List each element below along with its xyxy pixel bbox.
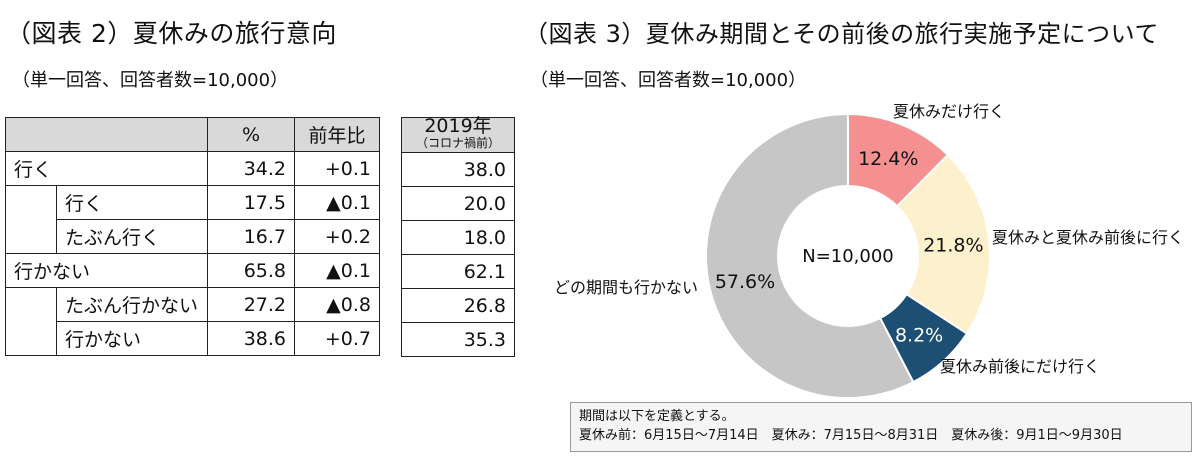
header-yoy: 前年比 <box>294 117 380 152</box>
table-header-row: % 前年比 <box>5 117 380 152</box>
left-title: （図表 2）夏休みの旅行意向 <box>6 19 337 48</box>
table-row: 18.0 <box>401 220 515 255</box>
indent-cell <box>5 321 57 356</box>
table-row: 行く 34.2 +0.1 <box>5 151 380 186</box>
slice-category-label: 夏休みだけ行く <box>893 102 1005 121</box>
row-label: 行かない <box>5 253 208 288</box>
right-subtitle: （単一回答、回答者数=10,000） <box>530 70 807 91</box>
header-percent: % <box>207 117 295 152</box>
row-y2019: 18.0 <box>401 220 515 255</box>
indent-cell <box>5 219 57 254</box>
table-row: たぶん行く 16.7 +0.2 <box>5 219 380 254</box>
row-y2019: 20.0 <box>401 186 515 221</box>
row-label: 行く <box>5 151 208 186</box>
header-y2019: 2019年 （コロナ禍前） <box>401 115 515 153</box>
table-row: 20.0 <box>401 186 515 221</box>
row-percent: 17.5 <box>207 185 295 220</box>
table-row: 行かない 65.8 ▲0.1 <box>5 253 380 288</box>
row-percent: 27.2 <box>207 287 295 322</box>
row-yoy: +0.7 <box>294 321 380 356</box>
table-row: 行く 17.5 ▲0.1 <box>5 185 380 220</box>
row-label: 行かない <box>56 321 208 356</box>
row-yoy: +0.2 <box>294 219 380 254</box>
table-row: 行かない 38.6 +0.7 <box>5 321 380 356</box>
slice-value-label: 57.6% <box>715 271 775 293</box>
donut-center-label: N=10,000 <box>802 246 894 267</box>
header-y2019-label: 2019年 <box>424 115 492 137</box>
row-yoy: +0.1 <box>294 151 380 186</box>
slice-category-label: 夏休みと夏休み前後に行く <box>992 228 1184 247</box>
donut-slice <box>705 112 915 399</box>
y2019-table: 2019年 （コロナ禍前） 38.0 20.0 18.0 62.1 26.8 3… <box>401 117 515 357</box>
row-y2019: 38.0 <box>401 152 515 187</box>
slice-category-label: どの期間も行かない <box>554 278 698 297</box>
row-label: たぶん行く <box>56 219 208 254</box>
header-y2019-sub: （コロナ禍前） <box>415 136 500 150</box>
table-row: 62.1 <box>401 254 515 289</box>
indent-cell <box>5 185 57 220</box>
row-label: 行く <box>56 185 208 220</box>
donut-slice <box>895 153 991 335</box>
slice-value-label: 21.8% <box>923 235 983 257</box>
row-y2019: 35.3 <box>401 322 515 357</box>
donut-slice <box>847 112 950 208</box>
row-yoy: ▲0.8 <box>294 287 380 322</box>
table-row: 38.0 <box>401 152 515 187</box>
row-label: たぶん行かない <box>56 287 208 322</box>
note-line-1: 期間は以下を定義とする。 <box>579 409 735 424</box>
row-yoy: ▲0.1 <box>294 253 380 288</box>
row-percent: 34.2 <box>207 151 295 186</box>
travel-intent-table: % 前年比 行く 34.2 +0.1 行く 17.5 ▲0.1 たぶん行く 16… <box>5 117 380 356</box>
right-title: （図表 3）夏休み期間とその前後の旅行実施予定について <box>524 20 1159 48</box>
slice-value-label: 8.2% <box>895 325 943 347</box>
table-row: たぶん行かない 27.2 ▲0.8 <box>5 287 380 322</box>
donut-slice <box>878 292 969 384</box>
period-note: 期間は以下を定義とする。 夏休み前：6月15日～7月14日 夏休み：7月15日～… <box>570 402 1192 452</box>
left-subtitle: （単一回答、回答者数=10,000） <box>12 70 289 91</box>
row-y2019: 62.1 <box>401 254 515 289</box>
slice-category-label: 夏休み前後にだけ行く <box>940 357 1100 376</box>
slice-value-label: 12.4% <box>858 148 918 170</box>
row-percent: 38.6 <box>207 321 295 356</box>
note-line-2: 夏休み前：6月15日～7月14日 夏休み：7月15日～8月31日 夏休み後：9月… <box>579 428 1123 443</box>
indent-cell <box>5 287 57 322</box>
table-header-row: 2019年 （コロナ禍前） <box>401 115 515 153</box>
table-row: 26.8 <box>401 288 515 323</box>
header-blank-cell <box>5 117 208 152</box>
row-percent: 65.8 <box>207 253 295 288</box>
table-row: 35.3 <box>401 322 515 357</box>
row-percent: 16.7 <box>207 219 295 254</box>
row-yoy: ▲0.1 <box>294 185 380 220</box>
row-y2019: 26.8 <box>401 288 515 323</box>
